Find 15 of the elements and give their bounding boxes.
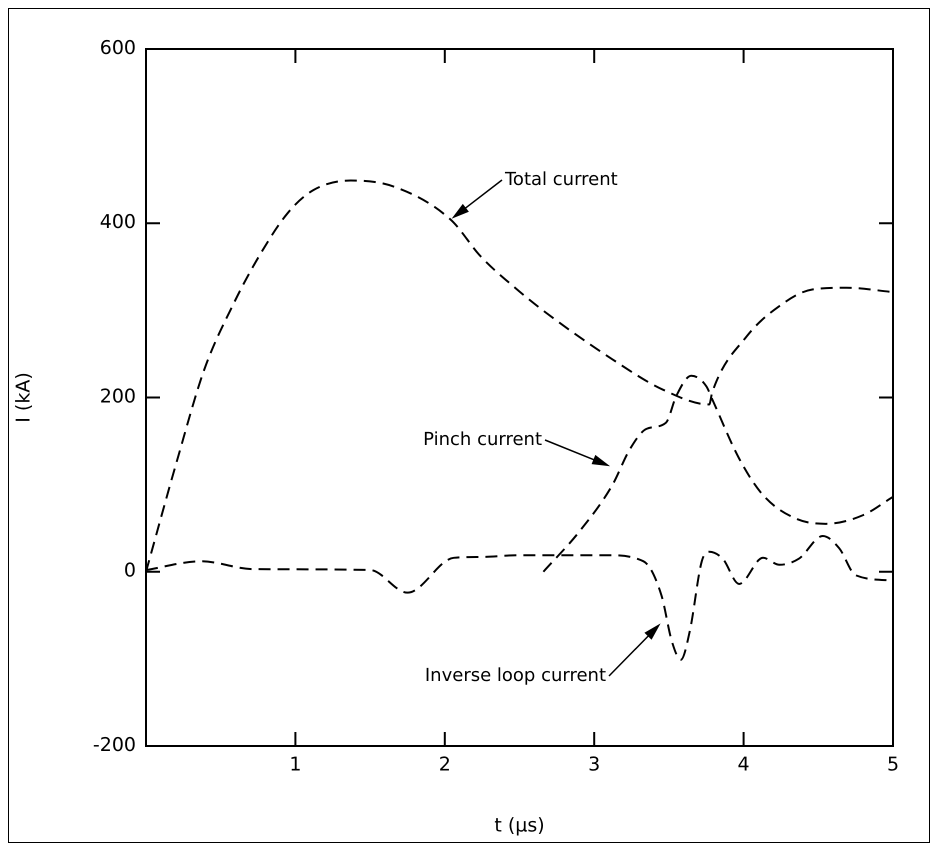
y-tick-label: 600: [100, 36, 136, 59]
x-tick-label: 3: [588, 753, 600, 776]
annotation: Inverse loop current: [424, 664, 606, 686]
x-tick-label: 1: [289, 753, 302, 776]
x-axis-title: t (µs): [494, 814, 545, 837]
y-tick-label: 400: [100, 211, 136, 234]
y-tick-label: 200: [100, 385, 136, 408]
y-tick-label: -200: [92, 734, 136, 756]
y-tick-label: 0: [124, 560, 136, 582]
y-axis-title: I (kA): [12, 372, 34, 423]
annotation: Total current: [504, 168, 618, 190]
annotation: Pinch current: [423, 428, 542, 450]
x-tick-label: 2: [438, 753, 451, 776]
x-tick-label: 4: [738, 753, 750, 776]
x-tick-label: 5: [886, 753, 900, 776]
